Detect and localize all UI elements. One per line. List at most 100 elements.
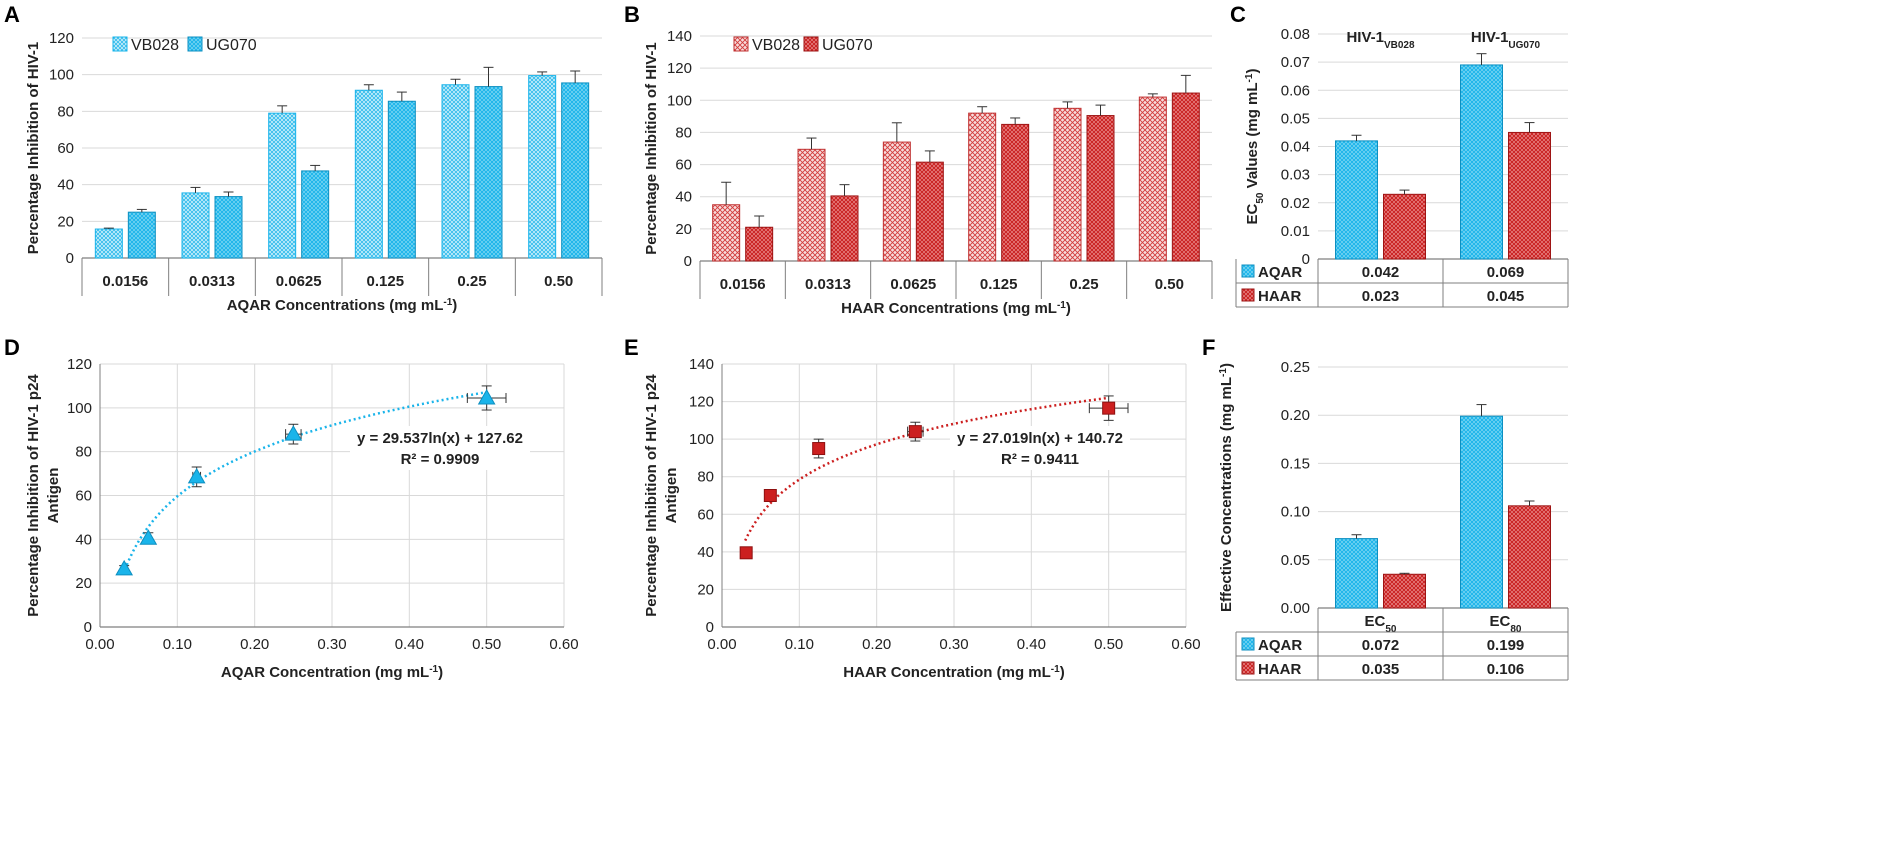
y-tick-label: 0.03 bbox=[1281, 167, 1310, 184]
y-tick-label: 0 bbox=[66, 250, 74, 267]
y-tick-label: 80 bbox=[75, 444, 92, 461]
legend-label-haar: HAAR bbox=[1258, 661, 1301, 678]
y-tick-label: 20 bbox=[75, 575, 92, 592]
r-squared: R² = 0.9411 bbox=[1001, 451, 1079, 468]
panel-label-a: A bbox=[4, 2, 20, 27]
panel-d-scatter-chart: 0 20 40 60 80 100 120 0.00 0.10 0.20 0.30 0.40 0.50 0… bbox=[25, 356, 579, 681]
y-axis-title: Percentage Inhibition of HIV-1 p24 bbox=[25, 374, 42, 617]
bar-ug070 bbox=[745, 226, 774, 262]
y-tick-label: 0.15 bbox=[1281, 455, 1310, 472]
x-tick-label: 0.25 bbox=[457, 273, 486, 290]
x-tick-label: 0.0156 bbox=[720, 276, 766, 293]
x-tick-label: 0.60 bbox=[549, 636, 578, 653]
bar-vb028 bbox=[1053, 107, 1082, 262]
panel-label-c: C bbox=[1230, 2, 1246, 27]
legend-label-vb028: VB028 bbox=[131, 37, 179, 54]
x-tick-label: 0.00 bbox=[707, 636, 736, 653]
x-tick-label: 0.50 bbox=[544, 273, 573, 290]
bar-vb028 bbox=[441, 84, 470, 259]
y-tick-label: 60 bbox=[675, 157, 692, 174]
bar-aqar bbox=[1335, 140, 1378, 260]
x-tick-label: 0.50 bbox=[1155, 276, 1184, 293]
legend-label-aqar: AQAR bbox=[1258, 264, 1302, 281]
y-tick-label: 0 bbox=[706, 619, 714, 636]
y-tick-label: 20 bbox=[57, 213, 74, 230]
panel-b-bar-chart: 0 20 40 60 80 100 120 140 0.0156 0.0313 0.0625 0.12… bbox=[643, 28, 1213, 318]
y-tick-label: 0.06 bbox=[1281, 82, 1310, 99]
legend-swatch-haar bbox=[1241, 661, 1255, 675]
y-tick-label: 140 bbox=[689, 356, 714, 373]
x-tick-label: 0.50 bbox=[472, 636, 501, 653]
y-tick-label: 0.07 bbox=[1281, 54, 1310, 71]
y-tick-label: 40 bbox=[675, 189, 692, 206]
table-cell-value: 0.106 bbox=[1487, 661, 1525, 678]
x-tick-label: 0.0313 bbox=[805, 276, 851, 293]
y-tick-label: 40 bbox=[75, 531, 92, 548]
legend-label-vb028: VB028 bbox=[752, 37, 800, 54]
group-title: HIV-1VB028 bbox=[1346, 29, 1415, 51]
bar-ug070 bbox=[387, 100, 416, 259]
data-point-triangle bbox=[284, 425, 303, 441]
trendline-equation: y = 29.537ln(x) + 127.62 bbox=[357, 430, 523, 447]
legend-swatch-vb028 bbox=[733, 36, 749, 52]
y-axis-title: Percentage Inhibition of HIV-1 bbox=[25, 42, 42, 255]
bar-aqar bbox=[1460, 415, 1503, 609]
y-axis-title: EC50 Values (mg mL-1) bbox=[1244, 69, 1266, 225]
bar-vb028 bbox=[712, 204, 741, 262]
y-axis-title: Effective Concentrations (mg mL-1) bbox=[1218, 363, 1236, 612]
bar-aqar bbox=[1460, 64, 1503, 260]
x-tick-label: 0.60 bbox=[1171, 636, 1200, 653]
y-tick-label: 20 bbox=[697, 581, 714, 598]
r-squared: R² = 0.9909 bbox=[401, 451, 480, 468]
panel-e-scatter-chart: 0 20 40 60 80 100 120 140 0.00 0.10 0.20 0.30 0.40 0.… bbox=[643, 356, 1201, 681]
y-tick-label: 0.20 bbox=[1281, 407, 1310, 424]
bar-haar bbox=[1508, 505, 1551, 609]
panel-label-d: D bbox=[4, 335, 20, 360]
x-tick-label: 0.00 bbox=[85, 636, 114, 653]
bar-vb028 bbox=[968, 112, 997, 262]
x-axis-title: HAAR Concentration (mg mL-1) bbox=[843, 664, 1064, 682]
bar-vb028 bbox=[797, 148, 826, 262]
bar-ug070 bbox=[1001, 123, 1030, 262]
y-tick-label: 0.10 bbox=[1281, 504, 1310, 521]
y-axis-title-line2: Antigen bbox=[663, 468, 680, 524]
bar-ug070 bbox=[214, 196, 243, 259]
y-tick-label: 0.00 bbox=[1281, 600, 1310, 617]
trendline bbox=[744, 396, 1109, 542]
data-point-triangle bbox=[115, 559, 134, 576]
bar-vb028 bbox=[882, 141, 911, 262]
equation-box bbox=[350, 426, 530, 470]
data-point-square bbox=[908, 425, 922, 439]
panel-label-b: B bbox=[624, 2, 640, 27]
y-tick-label: 120 bbox=[689, 394, 714, 411]
x-tick-label: 0.40 bbox=[1017, 636, 1046, 653]
y-tick-label: 0.25 bbox=[1281, 359, 1310, 376]
bar-haar bbox=[1508, 131, 1551, 260]
y-tick-label: 80 bbox=[697, 469, 714, 486]
y-tick-label: 60 bbox=[697, 506, 714, 523]
x-axis-title: HAAR Concentrations (mg mL-1) bbox=[841, 300, 1071, 318]
y-tick-label: 0 bbox=[684, 253, 692, 270]
panel-c-bar-chart: 0 0.01 0.02 0.03 0.04 0.05 0.06 0.07 0.08 AQAR 0.0… bbox=[1235, 26, 1569, 308]
bar-vb028 bbox=[528, 75, 557, 259]
y-tick-label: 0.04 bbox=[1281, 139, 1310, 156]
y-tick-label: 100 bbox=[689, 431, 714, 448]
x-tick-label: 0.125 bbox=[367, 273, 405, 290]
data-point-triangle bbox=[477, 388, 496, 405]
bar-ug070 bbox=[1171, 92, 1200, 262]
y-tick-label: 60 bbox=[75, 488, 92, 505]
x-tick-label: 0.40 bbox=[395, 636, 424, 653]
legend-label-ug070: UG070 bbox=[822, 37, 873, 54]
y-tick-label: 120 bbox=[49, 30, 74, 47]
x-tick-label: 0.20 bbox=[862, 636, 891, 653]
x-tick-label: EC80 bbox=[1490, 613, 1522, 635]
bar-vb028 bbox=[268, 112, 297, 259]
table-cell-value: 0.199 bbox=[1487, 637, 1525, 654]
x-axis-title: AQAR Concentrations (mg mL-1) bbox=[227, 297, 458, 315]
x-tick-label: 0.25 bbox=[1069, 276, 1098, 293]
data-point-triangle bbox=[187, 467, 206, 484]
bar-ug070 bbox=[561, 82, 590, 259]
table-cell-value: 0.069 bbox=[1487, 264, 1525, 281]
